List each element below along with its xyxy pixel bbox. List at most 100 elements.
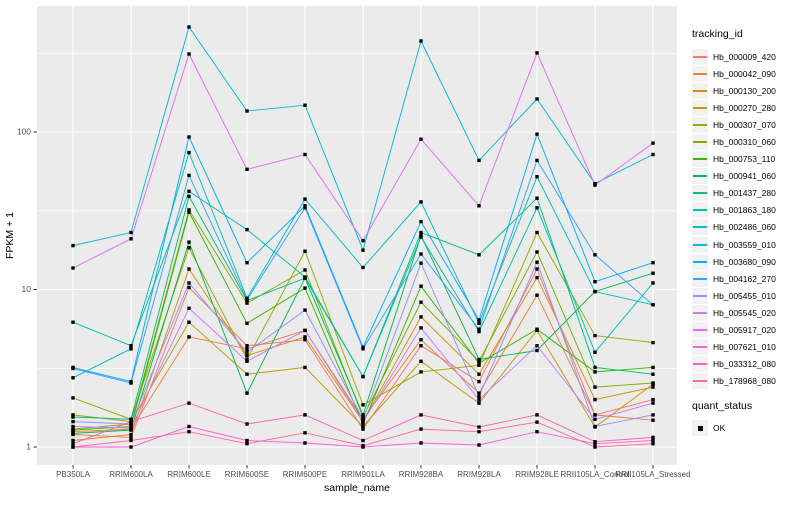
- legend-items: Hb_000009_420 Hb_000042_090 Hb_000130_200 H…: [690, 48, 800, 390]
- legend-item: Hb_000941_060: [690, 168, 800, 185]
- x-tick-label: RRIM600SE: [225, 470, 269, 479]
- legend-item-label: Hb_003680_090: [713, 256, 776, 267]
- legend-swatch-line: [693, 329, 707, 332]
- legend-key: [692, 356, 708, 373]
- legend-item-label: Hb_005455_010: [713, 290, 776, 301]
- legend-item-label: Hb_004162_270: [713, 273, 776, 284]
- legend-item: Hb_005917_020: [690, 322, 800, 339]
- legend-item-label: Hb_005917_020: [713, 325, 776, 336]
- legend-swatch-line: [693, 123, 707, 126]
- legend-item-label: Hb_000042_090: [713, 68, 776, 79]
- legend-key: [692, 168, 708, 185]
- legend-item-label: Hb_002486_060: [713, 222, 776, 233]
- y-axis-title: FPKM + 1: [4, 212, 16, 259]
- x-tick-label: RRII105LA_Stressed: [615, 470, 690, 479]
- legend-item: Hb_000753_110: [690, 151, 800, 168]
- legend-swatch-line: [693, 260, 707, 263]
- legend-title-quant-status: quant_status: [692, 399, 753, 412]
- legend-item-label: Hb_000310_060: [713, 137, 776, 148]
- legend-item: Hb_033312_080: [690, 356, 800, 373]
- legend-item-label: Hb_007621_010: [713, 342, 776, 353]
- x-tick-label: RRII105LA_Control: [560, 470, 630, 479]
- legend-item: Hb_000307_070: [690, 116, 800, 133]
- legend-item: Hb_007621_010: [690, 339, 800, 356]
- legend-key: [692, 270, 708, 287]
- legend-swatch-line: [693, 106, 707, 109]
- legend-swatch-line: [693, 226, 707, 229]
- legend-key: [692, 185, 708, 202]
- legend-swatch-line: [693, 294, 707, 297]
- x-tick-label: RRIM901LA: [341, 470, 385, 479]
- legend-swatch-line: [693, 243, 707, 246]
- legend-key: [692, 116, 708, 133]
- legend-key: [692, 99, 708, 116]
- legend-item: Hb_001863_180: [690, 202, 800, 219]
- legend-item-label: Hb_000009_420: [713, 51, 776, 62]
- data-points: [71, 25, 655, 449]
- legend-item-label: Hb_000753_110: [713, 154, 776, 165]
- legend-item: Hb_003559_010: [690, 236, 800, 253]
- legend-key: [692, 48, 708, 65]
- legend-swatch-line: [693, 192, 707, 195]
- legend-swatch-line: [693, 72, 707, 75]
- legend-key: [692, 219, 708, 236]
- legend-key: [692, 304, 708, 321]
- legend-item-label: Hb_003559_010: [713, 239, 776, 250]
- legend-item: Hb_000310_060: [690, 133, 800, 151]
- legend-item: Hb_178968_080: [690, 373, 800, 390]
- legend-item-label: Hb_000307_070: [713, 119, 776, 130]
- legend-item: Hb_002486_060: [690, 219, 800, 236]
- legend-item: Hb_005545_020: [690, 304, 800, 321]
- legend-item-label: Hb_005545_020: [713, 307, 776, 318]
- legend-swatch-line: [693, 311, 707, 314]
- legend-item-label: Hb_033312_080: [713, 359, 776, 370]
- legend-item: Hb_000009_420: [690, 48, 800, 65]
- legend-item: Hb_005455_010: [690, 287, 800, 304]
- legend-item-label: Hb_001437_280: [713, 188, 776, 199]
- x-tick-label: RRIM600LE: [167, 470, 211, 479]
- legend-item-label: Hb_000130_200: [713, 85, 776, 96]
- legend-swatch-line: [693, 175, 707, 178]
- legend-item-label: Hb_178968_080: [713, 376, 776, 387]
- legend-swatch-line: [693, 380, 707, 383]
- x-tick-label: RRIM600PE: [283, 470, 327, 479]
- y-tick-label: 1: [26, 442, 31, 452]
- x-tick-label: PB350LA: [56, 470, 90, 479]
- legend-item: Hb_000042_090: [690, 65, 800, 82]
- legend-swatch-line: [693, 209, 707, 212]
- legend-key: [692, 134, 708, 151]
- legend-swatch-line: [693, 277, 707, 280]
- legend-item: Hb_001437_280: [690, 185, 800, 202]
- legend-key: [692, 339, 708, 356]
- quant-status-key: [692, 420, 708, 437]
- legend-item-ok: OK: [690, 420, 800, 437]
- x-axis-title: sample_name: [324, 482, 390, 494]
- legend-swatch-line: [693, 346, 707, 349]
- legend-key: [692, 373, 708, 390]
- legend-swatch-line: [693, 158, 707, 161]
- x-tick-label: RRIM600LA: [109, 470, 153, 479]
- x-tick-label: RRIM928LA: [457, 470, 501, 479]
- legend-item: Hb_000130_200: [690, 82, 800, 99]
- y-tick-label: 100: [17, 127, 31, 137]
- legend-key: [692, 82, 708, 99]
- chart-canvas: 1 10 100 PB350LA RRIM600LA RRIM600LE RRIM600SE…: [4, 6, 691, 494]
- legend-swatch-line: [693, 141, 707, 144]
- legend-swatch-line: [693, 55, 707, 58]
- legend-title-tracking-id: tracking_id: [692, 28, 743, 40]
- legend-key: [692, 322, 708, 339]
- legend-key: [692, 202, 708, 219]
- legend-item-label: Hb_001863_180: [713, 205, 776, 216]
- y-tick-label: 10: [22, 284, 32, 294]
- legend-item-label: OK: [713, 423, 726, 434]
- legend-item-label: Hb_000270_280: [713, 102, 776, 113]
- legend-key: [692, 236, 708, 253]
- legend-swatch-line: [693, 89, 707, 92]
- x-tick-label: RRIM928LE: [515, 470, 559, 479]
- legend-item-label: Hb_000941_060: [713, 171, 776, 182]
- legend-swatch-line: [693, 363, 707, 366]
- legend-key: [692, 151, 708, 168]
- legend-key: [692, 287, 708, 304]
- black-square-point-icon: [698, 426, 703, 431]
- legend-item: Hb_000270_280: [690, 99, 800, 116]
